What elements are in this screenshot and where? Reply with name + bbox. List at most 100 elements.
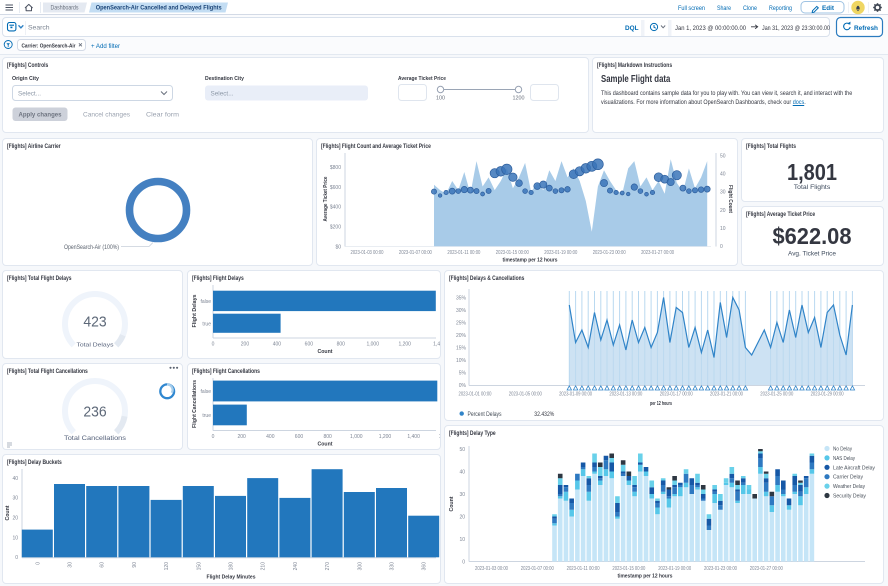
svg-text:Full screen: Full screen [678,5,705,12]
svg-text:OpenSearch-Air (100%): OpenSearch-Air (100%) [64,244,119,251]
svg-text:20: 20 [720,208,726,214]
svg-text:2023-01-23 00:00: 2023-01-23 00:00 [593,250,626,256]
svg-text:$0: $0 [335,244,341,250]
svg-text:270: 270 [325,562,331,571]
svg-text:timestamp per 12 hours: timestamp per 12 hours [618,574,673,580]
svg-text:Jan 1, 2023 @ 00:00:00.00: Jan 1, 2023 @ 00:00:00.00 [675,25,746,32]
svg-text:150: 150 [196,562,202,571]
svg-text:600: 600 [305,342,314,348]
svg-text:Share: Share [717,5,731,12]
svg-text:210: 210 [261,562,267,571]
svg-text:2023-01-19 00:00: 2023-01-19 00:00 [544,250,577,256]
svg-text:120: 120 [164,562,170,571]
svg-text:400: 400 [273,342,282,348]
svg-text:30%: 30% [456,308,467,314]
svg-text:30: 30 [12,496,18,502]
svg-text:200: 200 [237,434,246,440]
svg-text:0: 0 [462,559,465,565]
svg-text:Average Ticket Price: Average Ticket Price [398,76,446,82]
svg-text:800: 800 [337,342,346,348]
svg-text:per 12 hours: per 12 hours [650,401,672,407]
svg-text:0%: 0% [459,383,467,389]
svg-text:0: 0 [35,562,41,565]
svg-text:Search: Search [28,25,50,32]
svg-text:Flight Delays: Flight Delays [192,295,198,328]
svg-text:1,6: 1,6 [439,434,440,440]
svg-text:0: 0 [720,244,723,250]
svg-text:200: 200 [241,342,250,348]
svg-text:Count: Count [449,496,455,511]
svg-text:Carrier Delay: Carrier Delay [833,475,863,481]
svg-text:false: false [200,389,211,395]
svg-text:400: 400 [266,434,275,440]
svg-text:Select...: Select... [18,91,41,98]
svg-text:2023-01-29 00:00: 2023-01-29 00:00 [811,392,844,398]
svg-text:1,4: 1,4 [433,342,440,348]
svg-text:Flight Count: Flight Count [727,185,733,213]
svg-text:2023-01-11 00:00: 2023-01-11 00:00 [447,250,480,256]
svg-text:Cancel changes: Cancel changes [83,112,130,119]
svg-text:2023-01-11 00:00: 2023-01-11 00:00 [567,566,600,572]
svg-text:423: 423 [83,314,106,330]
svg-text:360: 360 [422,562,428,571]
svg-text:800: 800 [323,434,332,440]
svg-text:Count: Count [318,442,333,448]
svg-text:2023-01-17 00:00: 2023-01-17 00:00 [660,392,693,398]
svg-text:Percent Delays: Percent Delays [468,412,502,418]
svg-text:5%: 5% [459,370,467,376]
svg-text:25%: 25% [456,320,467,326]
svg-text:32.432%: 32.432% [534,412,555,418]
svg-text:2023-01-01 00:00: 2023-01-01 00:00 [459,392,492,398]
svg-text:50: 50 [459,447,465,453]
svg-text:Edit: Edit [822,5,835,12]
svg-text:$800: $800 [330,165,341,171]
svg-text:Reporting: Reporting [769,5,792,12]
svg-text:600: 600 [295,434,304,440]
svg-text:30: 30 [68,562,74,568]
svg-text:10: 10 [459,537,465,543]
svg-text:NAS Delay: NAS Delay [833,456,855,462]
svg-text:20%: 20% [456,333,467,339]
svg-text:1200: 1200 [513,96,525,102]
svg-text:Carrier: OpenSearch-Air: Carrier: OpenSearch-Air [22,43,77,49]
svg-text:2023-01-21 00:00: 2023-01-21 00:00 [710,392,743,398]
svg-text:2023-01-07 00:00: 2023-01-07 00:00 [399,250,432,256]
svg-text:1,801: 1,801 [787,159,837,185]
svg-text:0: 0 [212,342,215,348]
svg-text:true: true [202,413,211,419]
svg-text:Average Ticket Price: Average Ticket Price [323,177,329,222]
svg-text:$200: $200 [330,225,341,231]
svg-text:180: 180 [229,562,235,571]
svg-text:1,000: 1,000 [350,434,363,440]
svg-text:2023-01-23 00:00: 2023-01-23 00:00 [704,566,737,572]
svg-text:10: 10 [12,535,18,541]
svg-text:$622.08: $622.08 [773,223,852,249]
svg-text:60: 60 [100,562,106,568]
svg-text:50: 50 [720,154,726,160]
svg-text:40: 40 [459,469,465,475]
svg-text:Count: Count [318,349,333,355]
svg-text:Origin City: Origin City [12,76,40,82]
svg-text:20: 20 [12,516,18,522]
svg-text:Count: Count [5,505,11,520]
svg-text:Flight Cancellations: Flight Cancellations [192,380,198,428]
svg-text:false: false [200,299,211,305]
svg-text:Select...: Select... [211,91,234,98]
svg-text:2023-01-25 00:00: 2023-01-25 00:00 [760,392,793,398]
svg-text:1,400: 1,400 [407,434,420,440]
svg-text:2023-01-15 00:00: 2023-01-15 00:00 [612,566,645,572]
svg-text:$600: $600 [330,185,341,191]
svg-text:Refresh: Refresh [854,25,878,32]
svg-text:10%: 10% [456,358,467,364]
svg-text:Jan 31, 2023 @ 23:30:00.00: Jan 31, 2023 @ 23:30:00.00 [762,25,830,32]
svg-text:2023-01-27 00:00: 2023-01-27 00:00 [641,250,674,256]
svg-text:Flight Delay Minutes: Flight Delay Minutes [207,575,256,581]
svg-text:true: true [202,321,211,327]
svg-text:30: 30 [459,492,465,498]
svg-text:2023-01-27 00:00: 2023-01-27 00:00 [750,566,783,572]
svg-text:OpenSearch-Air Cancelled and D: OpenSearch-Air Cancelled and Delayed Fli… [96,5,222,12]
svg-text:10: 10 [720,226,726,232]
svg-text:30: 30 [720,190,726,196]
svg-text:2023-01-03 00:00: 2023-01-03 00:00 [475,566,508,572]
svg-text:Security Delay: Security Delay [833,494,866,500]
